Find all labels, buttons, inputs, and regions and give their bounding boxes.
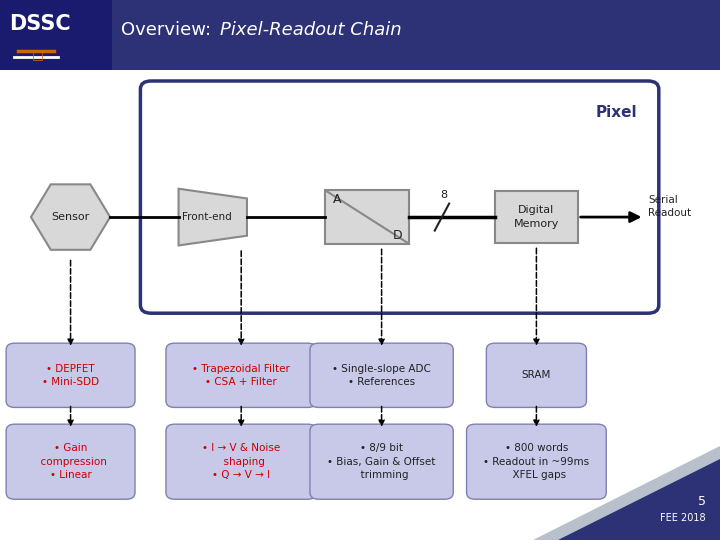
Text: DSSC: DSSC <box>9 14 71 35</box>
Text: Serial
Readout: Serial Readout <box>648 195 691 218</box>
FancyBboxPatch shape <box>6 343 135 407</box>
FancyBboxPatch shape <box>0 0 112 70</box>
Text: Digital
Memory: Digital Memory <box>513 206 559 228</box>
Text: 8: 8 <box>440 190 447 200</box>
Text: Sensor: Sensor <box>51 212 90 222</box>
Text: Front-end: Front-end <box>182 212 232 222</box>
Polygon shape <box>533 446 720 540</box>
Text: • 8/9 bit
• Bias, Gain & Offset
  trimming: • 8/9 bit • Bias, Gain & Offset trimming <box>328 443 436 480</box>
Polygon shape <box>31 184 110 250</box>
Text: FEE 2018: FEE 2018 <box>660 514 706 523</box>
FancyBboxPatch shape <box>467 424 606 499</box>
FancyBboxPatch shape <box>487 343 587 407</box>
Polygon shape <box>558 459 720 540</box>
FancyBboxPatch shape <box>166 343 317 407</box>
Text: Pixel: Pixel <box>595 105 637 120</box>
Polygon shape <box>325 191 409 244</box>
FancyBboxPatch shape <box>310 343 454 407</box>
FancyBboxPatch shape <box>310 424 454 499</box>
Text: • DEPFET
• Mini-SDD: • DEPFET • Mini-SDD <box>42 363 99 387</box>
Polygon shape <box>179 189 247 245</box>
Text: • 800 words
• Readout in ~99ms
  XFEL gaps: • 800 words • Readout in ~99ms XFEL gaps <box>483 443 590 480</box>
Text: A: A <box>333 193 341 206</box>
FancyBboxPatch shape <box>0 0 720 70</box>
Text: 5: 5 <box>698 495 706 508</box>
FancyBboxPatch shape <box>495 192 577 243</box>
Text: Overview:: Overview: <box>121 21 217 39</box>
Text: • Gain
  compression
• Linear: • Gain compression • Linear <box>34 443 107 480</box>
Text: SRAM: SRAM <box>522 370 551 380</box>
Text: • Single-slope ADC
• References: • Single-slope ADC • References <box>332 363 431 387</box>
Text: □: □ <box>32 48 43 61</box>
FancyBboxPatch shape <box>6 424 135 499</box>
Text: Pixel-Readout Chain: Pixel-Readout Chain <box>220 21 401 39</box>
Text: D: D <box>392 228 402 241</box>
FancyBboxPatch shape <box>0 70 720 540</box>
Text: • Trapezoidal Filter
• CSA + Filter: • Trapezoidal Filter • CSA + Filter <box>192 363 290 387</box>
Text: • I → V & Noise
  shaping
• Q → V → I: • I → V & Noise shaping • Q → V → I <box>202 443 280 480</box>
FancyBboxPatch shape <box>140 81 659 313</box>
FancyBboxPatch shape <box>166 424 317 499</box>
